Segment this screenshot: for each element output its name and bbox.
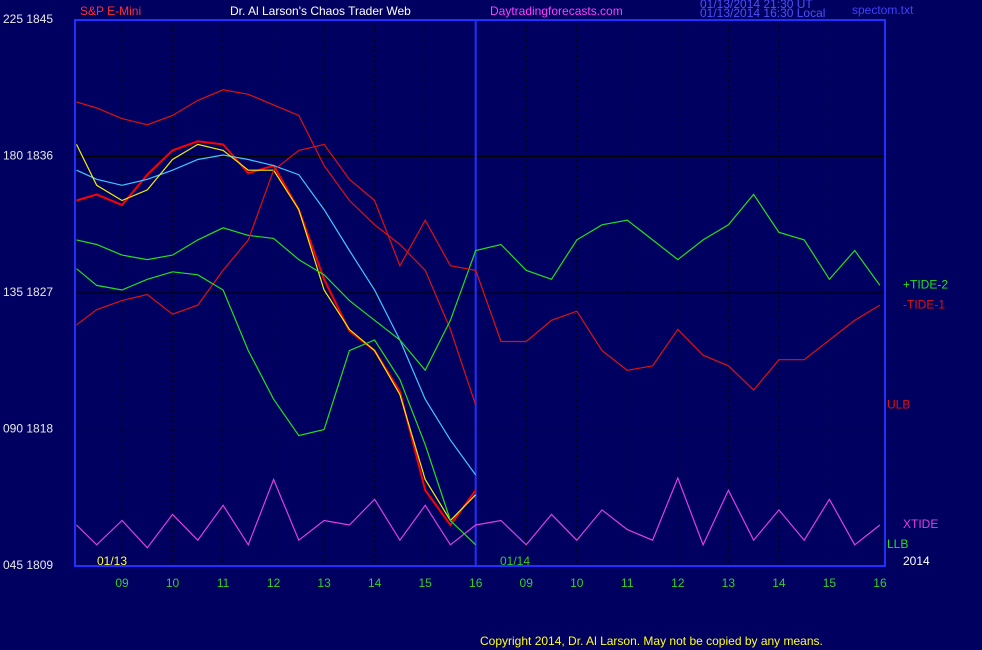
x-tick-label: 15 bbox=[418, 576, 432, 590]
x-tick-label: 09 bbox=[520, 576, 534, 590]
plot-frame bbox=[74, 19, 886, 567]
annotation: Daytradingforecasts.com bbox=[490, 4, 623, 18]
series-line bbox=[76, 154, 477, 476]
series-line bbox=[76, 143, 881, 391]
annotation: 01/13 bbox=[97, 554, 127, 568]
x-tick-label: 16 bbox=[873, 576, 887, 590]
series-line bbox=[76, 268, 477, 546]
series-line bbox=[76, 476, 881, 549]
y-tick-label: 045 1809 bbox=[3, 558, 53, 572]
x-tick-label: 16 bbox=[469, 576, 483, 590]
legend-label: LLB bbox=[887, 537, 908, 551]
legend-label: +TIDE-2 bbox=[903, 278, 948, 292]
x-tick-label: 11 bbox=[217, 576, 230, 590]
x-tick-label: 12 bbox=[671, 576, 685, 590]
series-line bbox=[76, 193, 881, 372]
annotation: S&P E-Mini bbox=[80, 4, 141, 18]
x-tick-label: 10 bbox=[570, 576, 584, 590]
annotation: 01/14 bbox=[500, 554, 530, 568]
x-tick-label: 14 bbox=[368, 576, 382, 590]
x-tick-label: 11 bbox=[621, 576, 634, 590]
chart-title: Dr. Al Larson's Chaos Trader Web bbox=[230, 4, 411, 18]
y-tick-label: 180 1836 bbox=[3, 149, 53, 163]
annotation: Copyright 2014, Dr. Al Larson. May not b… bbox=[480, 634, 823, 648]
annotation: spectom.txt bbox=[852, 3, 914, 17]
series-line bbox=[76, 89, 477, 406]
x-tick-label: 13 bbox=[722, 576, 736, 590]
legend-label: XTIDE bbox=[903, 517, 938, 531]
annotation: 01/13/2014 21:30 UT bbox=[700, 0, 813, 11]
x-tick-label: 09 bbox=[115, 576, 129, 590]
x-tick-label: 14 bbox=[772, 576, 786, 590]
y-tick-label: 090 1818 bbox=[3, 422, 53, 436]
legend-label: -TIDE-1 bbox=[903, 297, 945, 311]
x-tick-label: 10 bbox=[166, 576, 180, 590]
y-tick-label: 225 1845 bbox=[3, 12, 53, 26]
x-tick-label: 13 bbox=[317, 576, 331, 590]
x-tick-label: 15 bbox=[823, 576, 837, 590]
x-tick-label: 12 bbox=[267, 576, 281, 590]
y-tick-label: 135 1827 bbox=[3, 285, 53, 299]
annotation: 2014 bbox=[903, 554, 930, 568]
annotation: 01/13/2014 16:30 Local bbox=[700, 6, 825, 20]
legend-label: ULB bbox=[887, 397, 910, 411]
